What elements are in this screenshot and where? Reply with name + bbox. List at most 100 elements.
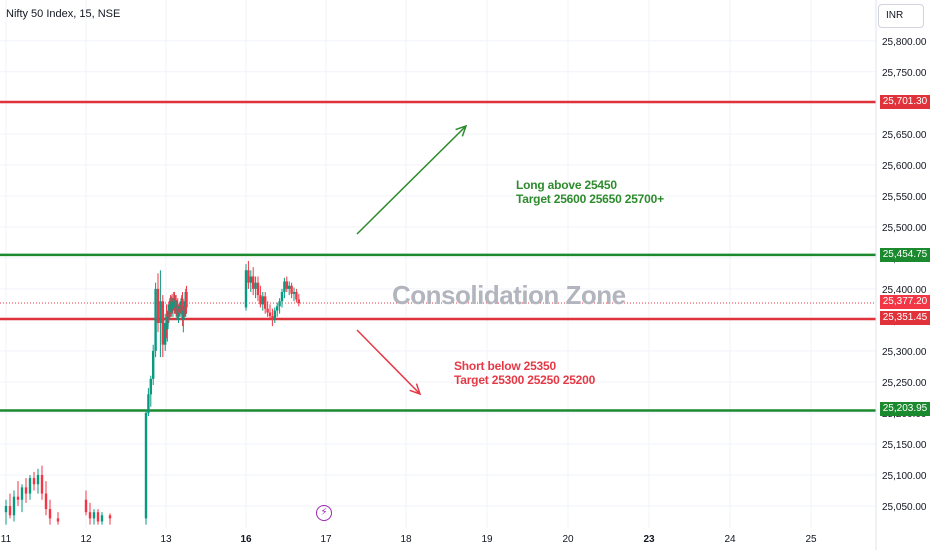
time-tick-label: 25 [805, 534, 817, 545]
level-badge-25454: 25,454.75 [880, 248, 930, 262]
time-tick-label: 16 [240, 534, 252, 545]
level-badge-25351: 25,351.45 [880, 311, 930, 325]
price-tick-label: 25,600.00 [882, 161, 927, 172]
time-tick-label: 23 [643, 534, 655, 545]
time-tick-label: 20 [562, 534, 574, 545]
price-tick-label: 25,800.00 [882, 37, 927, 48]
candle-body [4, 505, 8, 513]
candle-body [36, 474, 40, 485]
candle-body [254, 282, 257, 289]
time-axis: 11 12 13 16 17 18 19 20 23 24 25 [1, 534, 817, 545]
long-target-arrow [356, 125, 467, 235]
candle-body [92, 512, 96, 519]
candle-body [16, 496, 20, 500]
candle-body [154, 288, 157, 351]
time-tick-label: 18 [400, 534, 412, 545]
candle-body [32, 478, 36, 485]
long-annotation-line-1: Long above 25450 [516, 178, 617, 192]
candle-body [161, 301, 164, 345]
price-tick-label: 25,400.00 [882, 285, 927, 296]
consolidation-zone-label: Consolidation Zone [392, 280, 626, 310]
short-annotation-line-1: Short below 25350 [454, 359, 556, 373]
short-annotation: Short below 25350 Target 25300 25250 252… [454, 359, 595, 387]
candle-body [182, 310, 185, 320]
candle-body [297, 299, 300, 304]
candle-body [278, 301, 281, 307]
chart-grid [0, 0, 876, 528]
candle-body [261, 296, 264, 305]
candle-body [8, 505, 12, 516]
candle-body [259, 295, 262, 305]
price-tick-label: 25,250.00 [882, 378, 927, 389]
long-target-arrow-head [455, 124, 468, 137]
candle-body [156, 288, 160, 324]
candle-body [185, 291, 188, 308]
price-tick-label: 25,650.00 [882, 130, 927, 141]
candle-body [166, 316, 169, 330]
candle-body [280, 291, 284, 302]
time-tick-label: 12 [80, 534, 92, 545]
candle-body [290, 285, 293, 294]
price-tick-label: 25,550.00 [882, 192, 927, 203]
time-tick-label: 24 [724, 534, 736, 545]
level-badge-25701: 25,701.30 [880, 95, 930, 109]
candle-body [266, 308, 269, 313]
price-tick-label: 25,100.00 [882, 471, 927, 482]
candle-body [12, 496, 16, 516]
currency-button[interactable]: INR [878, 4, 924, 28]
candle-body [247, 270, 250, 283]
short-annotation-line-2: Target 25300 25250 25200 [454, 373, 596, 387]
candle-body [256, 282, 260, 296]
trade-arrows [356, 124, 468, 396]
short-target-arrow-head [409, 383, 422, 396]
candle-body [20, 487, 24, 500]
candle-body [285, 281, 288, 289]
symbol-title: Nifty 50 Index, 15, NSE [6, 8, 121, 20]
candle-body [144, 412, 148, 519]
candle-body [24, 487, 28, 494]
candle-body [40, 474, 44, 494]
short-target-arrow [356, 329, 421, 395]
candle-body [271, 316, 274, 320]
candle-body [276, 306, 279, 311]
level-badge-25203: 25,203.95 [880, 402, 930, 416]
price-tick-label: 25,050.00 [882, 502, 927, 513]
candle-body [56, 518, 60, 522]
candle-body [48, 509, 52, 519]
candle-body [28, 478, 32, 494]
candle-body [152, 350, 155, 379]
last-price-badge: 25,377.20 [880, 295, 930, 309]
candlestick-series [4, 260, 300, 525]
candle-body [292, 291, 296, 294]
price-tick-label: 25,500.00 [882, 223, 927, 234]
candle-body [252, 276, 255, 289]
time-tick-label: 13 [160, 534, 172, 545]
candle-body [149, 378, 152, 395]
candle-body [181, 298, 184, 320]
candle-body [88, 512, 92, 519]
candle-body [171, 302, 175, 309]
lightning-icon[interactable]: ⚡︎ [316, 505, 332, 521]
candle-body [159, 301, 162, 324]
horizontal-levels [0, 100, 876, 412]
candle-body [108, 515, 112, 519]
candle-body [268, 312, 272, 317]
candle-body [100, 515, 104, 522]
time-tick-label: 19 [481, 534, 493, 545]
candle-body [164, 323, 167, 345]
long-annotation-line-2: Target 25600 25650 25700+ [516, 192, 664, 206]
time-tick-label: 11 [1, 534, 12, 545]
candle-body [96, 512, 100, 522]
candle-body [84, 499, 88, 513]
time-tick-label: 17 [320, 534, 332, 545]
long-annotation: Long above 25450 Target 25600 25650 2570… [516, 178, 664, 206]
price-tick-label: 25,300.00 [882, 347, 927, 358]
candle-body [288, 285, 291, 289]
candle-body [264, 296, 267, 309]
candle-body [273, 310, 276, 320]
price-tick-label: 25,750.00 [882, 68, 927, 79]
candle-body [244, 270, 248, 308]
price-tick-label: 25,150.00 [882, 440, 927, 451]
candle-body [283, 281, 286, 292]
